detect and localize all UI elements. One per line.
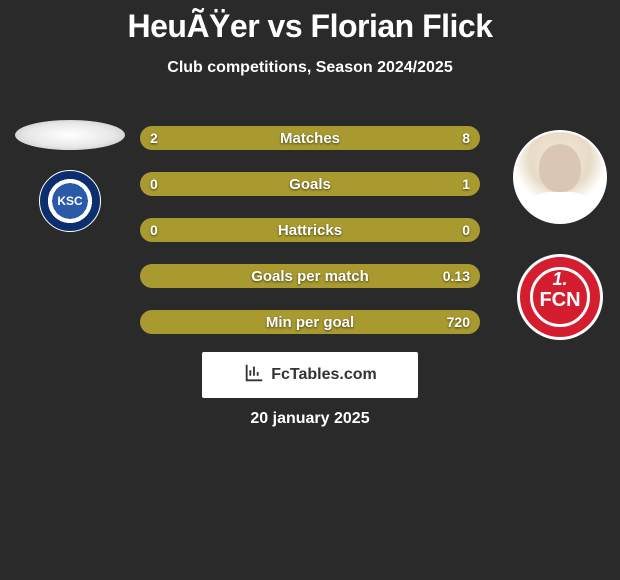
stat-label: Goals (140, 172, 480, 196)
page-subtitle: Club competitions, Season 2024/2025 (0, 59, 620, 77)
comparison-bars: 2Matches80Goals10Hattricks0Goals per mat… (140, 126, 480, 356)
stat-row: 2Matches8 (140, 126, 480, 150)
stat-value-right: 0.13 (443, 264, 470, 288)
fcn-badge-top: 1. (520, 269, 600, 290)
stat-row: Goals per match0.13 (140, 264, 480, 288)
chart-icon (243, 362, 265, 389)
right-player-photo (513, 130, 607, 224)
stat-label: Matches (140, 126, 480, 150)
stat-label: Goals per match (140, 264, 480, 288)
page-title: HeuÃŸer vs Florian Flick (0, 0, 620, 45)
right-player-column: 1. FCN (510, 130, 610, 340)
stat-row: 0Goals1 (140, 172, 480, 196)
stat-value-right: 1 (462, 172, 470, 196)
stat-row: Min per goal720 (140, 310, 480, 334)
fcn-badge-bottom: FCN (520, 289, 600, 312)
left-player-photo (15, 120, 125, 150)
stat-row: 0Hattricks0 (140, 218, 480, 242)
stat-label: Hattricks (140, 218, 480, 242)
left-club-badge (39, 170, 101, 232)
snapshot-date: 20 january 2025 (0, 410, 620, 428)
stat-label: Min per goal (140, 310, 480, 334)
watermark-text: FcTables.com (271, 366, 377, 384)
stat-value-right: 8 (462, 126, 470, 150)
stat-value-right: 0 (462, 218, 470, 242)
right-club-badge: 1. FCN (517, 254, 603, 340)
watermark: FcTables.com (202, 352, 418, 398)
left-player-column (10, 120, 130, 232)
stat-value-right: 720 (447, 310, 470, 334)
